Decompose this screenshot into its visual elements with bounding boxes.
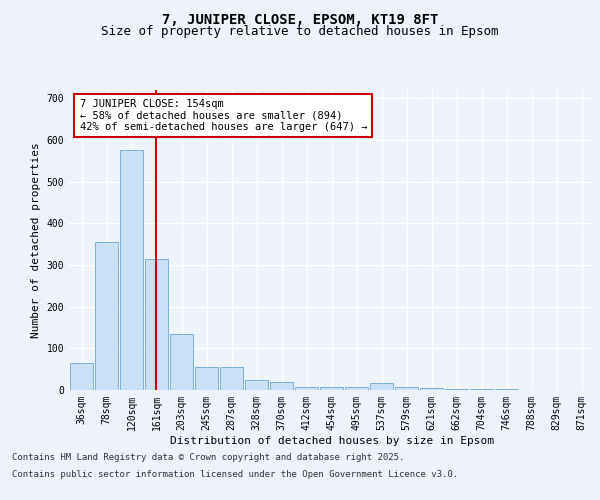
- Text: 7, JUNIPER CLOSE, EPSOM, KT19 8FT: 7, JUNIPER CLOSE, EPSOM, KT19 8FT: [162, 12, 438, 26]
- Bar: [195, 367, 218, 390]
- Text: Contains HM Land Registry data © Crown copyright and database right 2025.: Contains HM Land Registry data © Crown c…: [12, 452, 404, 462]
- Bar: [145, 259, 168, 390]
- Bar: [370, 382, 393, 390]
- Bar: [245, 380, 268, 390]
- Bar: [270, 382, 293, 390]
- Bar: [470, 389, 493, 390]
- X-axis label: Distribution of detached houses by size in Epsom: Distribution of detached houses by size …: [170, 436, 493, 446]
- Text: Size of property relative to detached houses in Epsom: Size of property relative to detached ho…: [101, 25, 499, 38]
- Bar: [70, 363, 93, 390]
- Text: 7 JUNIPER CLOSE: 154sqm
← 58% of detached houses are smaller (894)
42% of semi-d: 7 JUNIPER CLOSE: 154sqm ← 58% of detache…: [79, 99, 367, 132]
- Bar: [170, 334, 193, 390]
- Bar: [120, 150, 143, 390]
- Bar: [345, 386, 368, 390]
- Bar: [95, 242, 118, 390]
- Bar: [320, 386, 343, 390]
- Bar: [495, 389, 518, 390]
- Bar: [220, 367, 243, 390]
- Bar: [295, 386, 318, 390]
- Bar: [445, 389, 468, 390]
- Bar: [395, 387, 418, 390]
- Y-axis label: Number of detached properties: Number of detached properties: [31, 142, 41, 338]
- Text: Contains public sector information licensed under the Open Government Licence v3: Contains public sector information licen…: [12, 470, 458, 479]
- Bar: [420, 388, 443, 390]
